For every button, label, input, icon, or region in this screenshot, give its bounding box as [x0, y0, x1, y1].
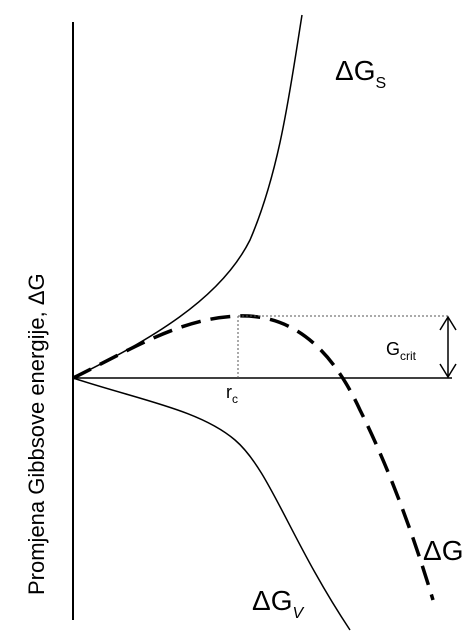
y-axis-label: Promjena Gibbsove energije, ΔG: [24, 273, 49, 595]
volume-energy-curve: [72, 377, 351, 631]
volume-energy-label: ΔGV: [252, 585, 304, 622]
critical-radius-label: rc: [226, 382, 238, 406]
critical-energy-label: Gcrit: [386, 339, 417, 363]
critical-energy-arrow: [439, 315, 457, 379]
surface-energy-label: ΔGS: [335, 55, 386, 92]
total-energy-curve: [72, 314, 435, 601]
total-energy-label: ΔG: [423, 535, 463, 566]
